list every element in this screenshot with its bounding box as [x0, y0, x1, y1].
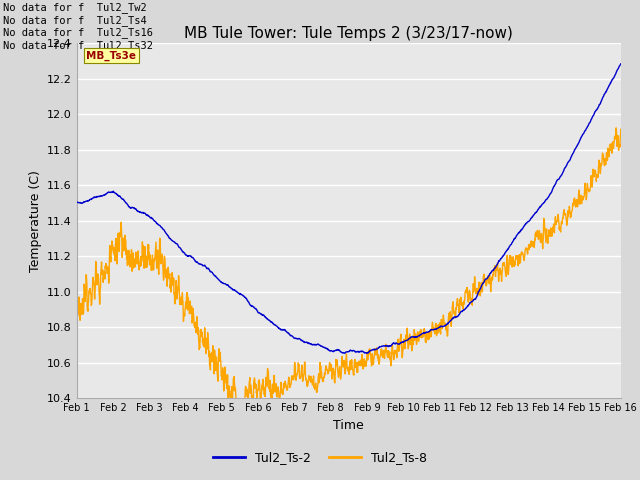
Title: MB Tule Tower: Tule Temps 2 (3/23/17-now): MB Tule Tower: Tule Temps 2 (3/23/17-now… [184, 25, 513, 41]
Text: No data for f  Tul2_Tw2
No data for f  Tul2_Ts4
No data for f  Tul2_Ts16
No data: No data for f Tul2_Tw2 No data for f Tul… [3, 2, 153, 51]
Text: MB_Ts3e: MB_Ts3e [86, 50, 136, 60]
Y-axis label: Temperature (C): Temperature (C) [29, 170, 42, 272]
Legend: Tul2_Ts-2, Tul2_Ts-8: Tul2_Ts-2, Tul2_Ts-8 [209, 446, 431, 469]
X-axis label: Time: Time [333, 419, 364, 432]
